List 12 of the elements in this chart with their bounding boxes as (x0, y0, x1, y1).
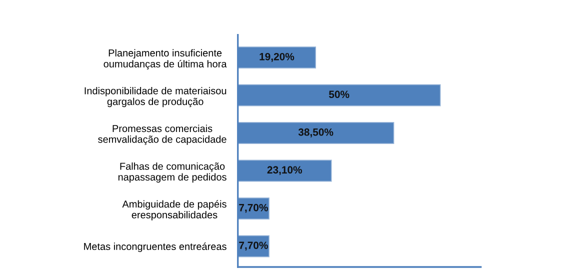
data-label: 23,10% (267, 166, 302, 176)
data-label: 38,50% (298, 128, 334, 138)
y-tick-label: Indisponibilidade de materiaisou gargalos de produção (84, 86, 226, 108)
y-tick-label: Metas incongruentes entreáreas (84, 242, 226, 252)
data-label: 7,70% (239, 204, 268, 213)
y-tick-label: Planejamento insuficiente oumudanças de última hora (104, 49, 227, 70)
y-tick-label: Falhas de comunicação napassagem de pedidos (118, 162, 226, 183)
data-label: 7,70% (239, 242, 268, 251)
y-tick-label: Ambiguidade de papéis eresponsabilidades (122, 200, 226, 220)
y-tick-label: Promessas comerciais semvalidação de capacidade (98, 124, 226, 145)
data-label: 19,20% (260, 52, 294, 62)
data-label: 50% (328, 90, 350, 98)
